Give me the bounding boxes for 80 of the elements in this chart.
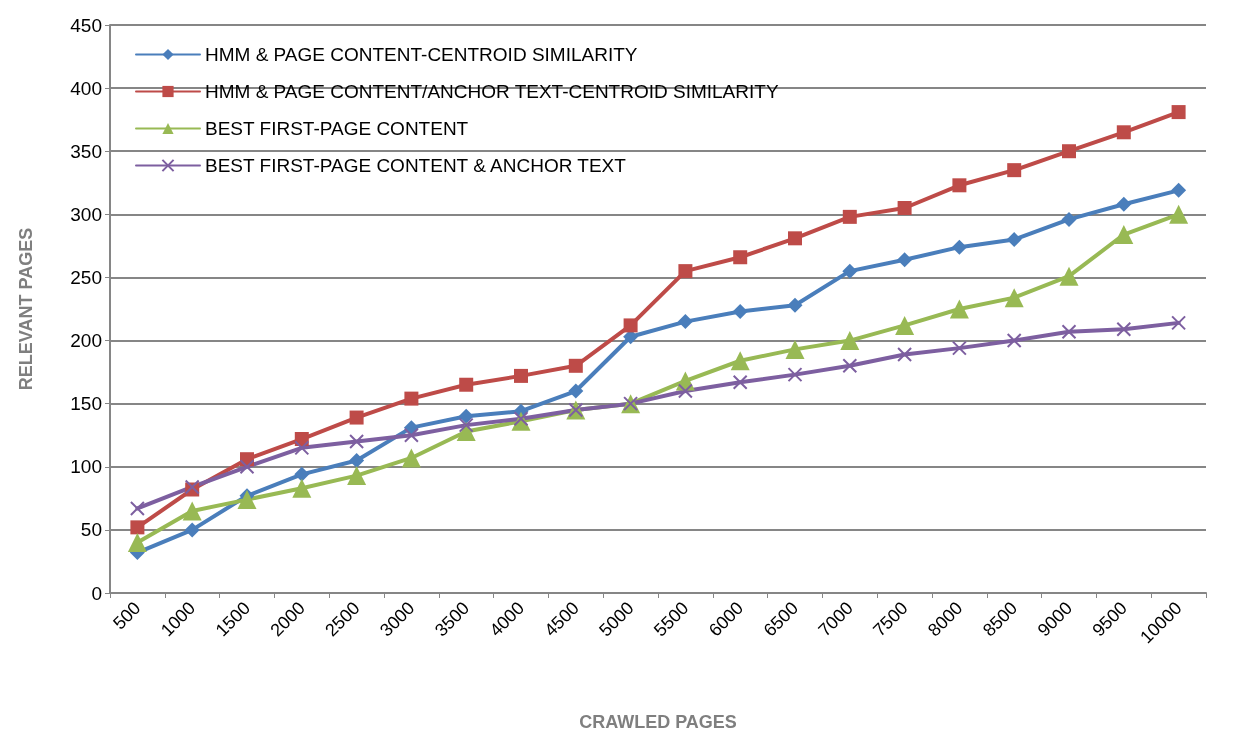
point: [733, 250, 748, 265]
legend-label: BEST FIRST-PAGE CONTENT & ANCHOR TEXT: [205, 155, 627, 176]
point: [1062, 144, 1076, 159]
point: [897, 201, 912, 216]
point: [403, 427, 419, 443]
point: [292, 478, 312, 498]
point: [897, 346, 913, 362]
point: [623, 318, 638, 333]
y-tick-label: 200: [70, 330, 102, 352]
point: [1061, 211, 1077, 227]
point: [1116, 125, 1131, 140]
point: [678, 264, 693, 279]
point: [294, 440, 310, 456]
point: [677, 314, 693, 330]
point: [732, 374, 748, 390]
x-axis-title: CRAWLED PAGES: [579, 712, 737, 732]
point: [1004, 288, 1024, 308]
point: [785, 339, 805, 359]
point: [951, 340, 967, 356]
point: [840, 331, 860, 351]
point: [404, 391, 419, 406]
point: [949, 299, 969, 319]
point: [1116, 196, 1132, 212]
point: [347, 466, 367, 486]
point: [349, 410, 364, 425]
point: [127, 533, 147, 553]
y-axis-title: RELEVANT PAGES: [16, 227, 36, 391]
legend-label: HMM & PAGE CONTENT-CENTROID SIMILARITY: [205, 44, 638, 65]
point: [458, 408, 474, 424]
point: [895, 315, 915, 335]
y-tick-label: 50: [80, 519, 102, 541]
point: [788, 231, 802, 246]
point: [842, 263, 858, 279]
point: [129, 500, 145, 516]
point: [1006, 333, 1022, 349]
y-tick-label: 350: [70, 140, 102, 162]
point: [458, 417, 474, 433]
point: [787, 297, 803, 313]
point: [294, 466, 310, 482]
point: [1169, 204, 1189, 224]
point: [130, 520, 145, 535]
point: [1171, 315, 1187, 331]
point: [349, 452, 365, 468]
y-tick-label: 250: [70, 266, 102, 288]
point: [237, 490, 257, 510]
legend-label: HMM & PAGE CONTENT/ANCHOR TEXT-CENTROID SIMILARITY: [205, 81, 779, 102]
point: [842, 209, 857, 224]
point: [401, 448, 421, 468]
point: [568, 383, 584, 399]
point: [897, 252, 913, 268]
point: [1171, 182, 1187, 198]
point: [952, 178, 967, 193]
point: [514, 368, 528, 383]
point: [182, 501, 202, 521]
point: [184, 522, 200, 538]
point: [459, 377, 474, 392]
point: [730, 351, 750, 371]
x-tick-label: 500: [109, 597, 145, 634]
point: [1116, 321, 1132, 337]
legend-label: BEST FIRST-PAGE CONTENT: [205, 118, 469, 139]
point: [951, 239, 967, 255]
y-tick-label: 300: [70, 203, 102, 225]
y-tick-label: 0: [91, 582, 102, 604]
y-tick-label: 150: [70, 393, 102, 415]
point: [1061, 324, 1077, 340]
point: [787, 367, 803, 383]
point: [1171, 105, 1186, 120]
y-tick-label: 450: [70, 14, 102, 36]
point: [1007, 163, 1022, 178]
point: [568, 358, 583, 373]
point: [1114, 225, 1134, 245]
point: [1006, 232, 1022, 248]
point: [842, 358, 858, 374]
point: [677, 383, 693, 399]
y-tick-label: 400: [70, 77, 102, 99]
point: [1059, 266, 1079, 286]
point: [349, 434, 365, 450]
point: [732, 304, 748, 320]
y-tick-label: 100: [70, 456, 102, 478]
point: [239, 459, 255, 475]
